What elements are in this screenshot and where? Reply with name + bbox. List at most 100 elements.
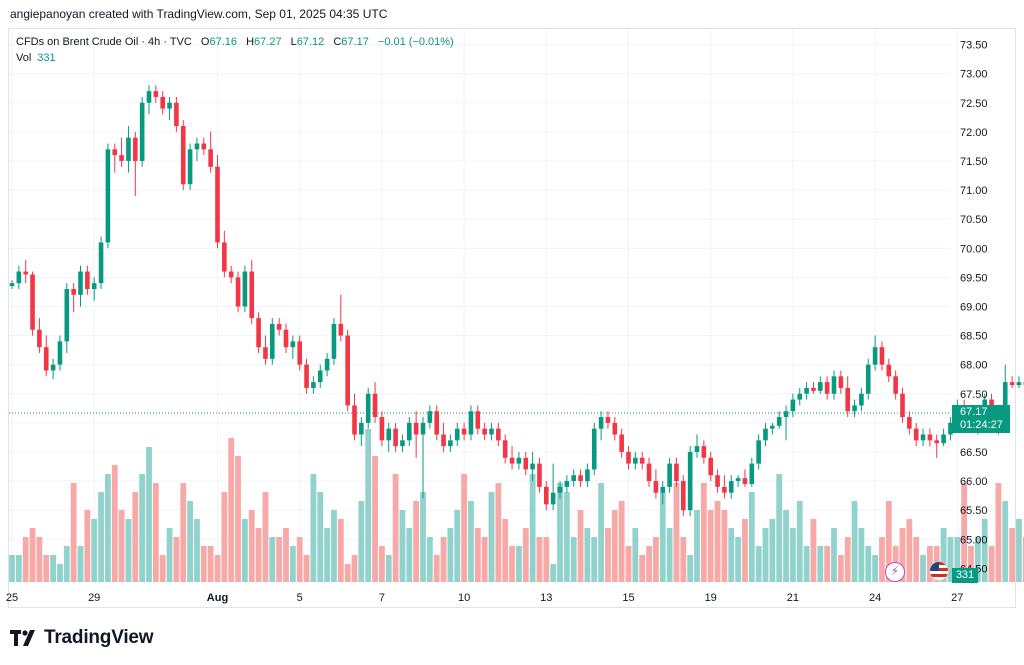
- volume-bar: [399, 510, 406, 582]
- candle-body: [646, 463, 652, 482]
- candle-body: [585, 469, 590, 482]
- legend-close-label: C: [333, 36, 342, 48]
- legend-vol-label[interactable]: Vol: [16, 52, 32, 64]
- time-axis[interactable]: 2529Aug5710131519212427Sep: [6, 592, 1024, 604]
- volume-bar: [317, 492, 324, 582]
- candle-body: [598, 417, 604, 429]
- legend-high-label: H: [246, 36, 255, 48]
- tradingview-logo[interactable]: TradingView: [10, 627, 154, 649]
- volume-bar: [379, 546, 385, 582]
- candle-body: [742, 478, 748, 484]
- candle-body: [235, 277, 241, 307]
- volume-bar: [762, 528, 769, 582]
- volume-bar: [440, 537, 447, 582]
- volume-bar: [885, 501, 892, 582]
- candle-body: [811, 387, 816, 391]
- volume-bar: [755, 546, 762, 582]
- volume-bar: [242, 519, 248, 582]
- volume-bar: [611, 510, 618, 582]
- legend-low: 67.12: [296, 36, 325, 48]
- volume-bar: [659, 492, 666, 582]
- price-tick-label: 72.50: [960, 98, 988, 110]
- time-tick-label: 19: [705, 592, 717, 604]
- candle-body: [78, 271, 83, 295]
- candle-body: [509, 457, 515, 464]
- volume-bar: [303, 555, 310, 582]
- volume-bar: [735, 537, 741, 582]
- legend-open-label: O: [200, 36, 210, 48]
- candles: [9, 85, 1024, 516]
- candle-body: [57, 341, 63, 365]
- price-tick-label: 68.50: [960, 331, 988, 343]
- volume-bar: [639, 555, 646, 582]
- candle-body: [372, 393, 378, 418]
- volume-bar: [1002, 501, 1009, 582]
- volume-bar: [721, 510, 728, 582]
- candle-body: [270, 323, 275, 359]
- candle-body: [900, 393, 905, 418]
- candle-body: [797, 393, 803, 400]
- time-tick-label: 25: [6, 592, 18, 604]
- volume-bar: [351, 555, 358, 582]
- candle-body: [187, 149, 193, 185]
- candle-body: [681, 481, 686, 511]
- lightning-icon[interactable]: ⚡: [885, 562, 905, 582]
- candle-body: [133, 137, 138, 161]
- candle-body: [749, 463, 755, 484]
- volume-bar: [310, 474, 317, 582]
- candle-body: [50, 364, 56, 371]
- candle-body: [91, 283, 97, 289]
- candle-body: [687, 451, 693, 511]
- volume-bar: [796, 501, 803, 582]
- volume-bar: [36, 537, 43, 582]
- volume-bar: [344, 564, 351, 582]
- candle-body: [338, 323, 344, 336]
- volume-bar: [687, 555, 694, 582]
- volume-bar: [584, 528, 591, 582]
- volume-bar: [1009, 528, 1015, 582]
- candle-body: [872, 347, 878, 365]
- candle-body: [23, 271, 28, 275]
- volume-bar: [255, 528, 262, 582]
- volume-bar: [139, 474, 146, 582]
- chart-frame: [8, 28, 1016, 608]
- candle-body: [708, 457, 713, 476]
- candle-body: [201, 143, 207, 150]
- volume-bar: [913, 537, 920, 582]
- volume-bar: [1016, 519, 1022, 582]
- volume-bar: [831, 528, 837, 582]
- candle-body: [804, 387, 809, 394]
- volume-bar: [365, 429, 372, 582]
- volume-bar: [461, 474, 467, 582]
- volume-bar: [557, 483, 563, 582]
- price-axis[interactable]: 73.50 73.00 72.50 72.00 71.50 71.00 70.50 70.00…: [960, 40, 988, 576]
- volume-bar: [235, 456, 241, 582]
- candle-body: [591, 428, 597, 470]
- volume-bar: [879, 537, 885, 582]
- volume-bar: [824, 546, 831, 582]
- last-price-value: 67.17: [960, 405, 988, 418]
- volume-bar: [111, 465, 118, 582]
- volume-bar: [858, 528, 865, 582]
- candle-body: [461, 428, 467, 435]
- volume-bar: [207, 546, 214, 582]
- candle-body: [619, 434, 624, 452]
- volume-bar: [748, 492, 755, 582]
- candle-body: [1009, 382, 1015, 386]
- price-tick-label: 65.00: [960, 534, 988, 546]
- us-flag-icon[interactable]: [929, 561, 949, 581]
- volume-bar: [125, 519, 132, 582]
- candle-body: [85, 271, 90, 289]
- candle-body: [160, 96, 165, 109]
- candle-body: [948, 422, 953, 435]
- legend-symbol[interactable]: CFDs on Brent Crude Oil · 4h · TVC: [16, 36, 192, 48]
- volume-bar: [954, 537, 961, 582]
- chart-legend: CFDs on Brent Crude Oil · 4h · TVC O 67.1…: [16, 34, 454, 66]
- volume-bar: [29, 528, 36, 582]
- candle-body: [530, 463, 535, 470]
- candle-body: [653, 481, 659, 493]
- volume-bar: [522, 528, 529, 582]
- volume-bar: [77, 546, 84, 582]
- price-tick-label: 73.00: [960, 69, 988, 81]
